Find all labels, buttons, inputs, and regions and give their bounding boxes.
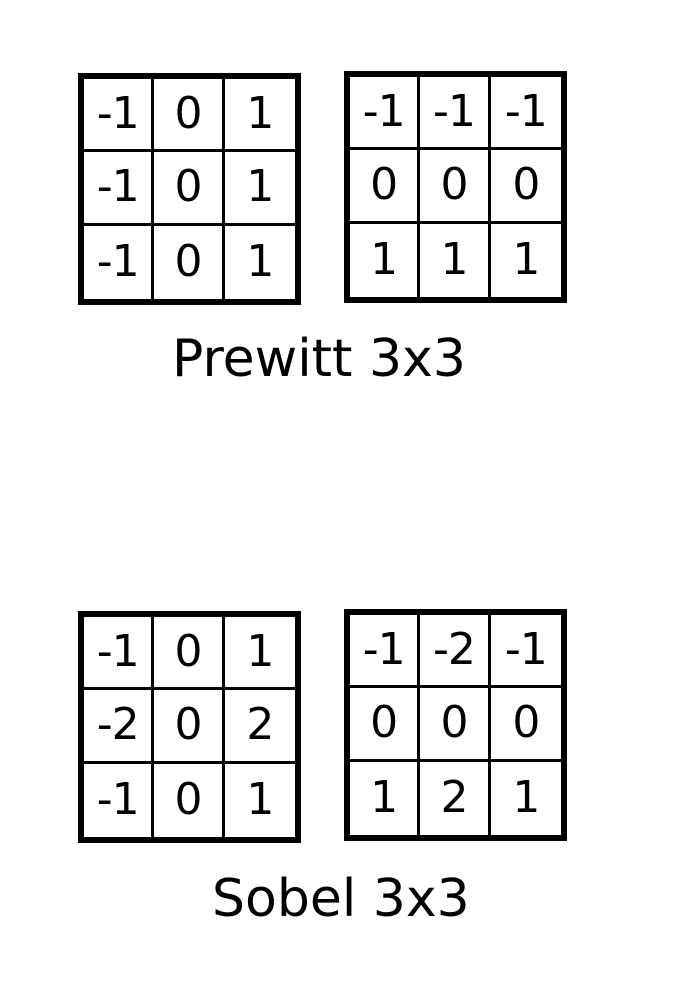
kernel-cell: 2 xyxy=(420,761,491,835)
kernel-cell: 0 xyxy=(154,79,225,153)
kernel-cell: -1 xyxy=(350,615,421,689)
kernel-cell: 1 xyxy=(512,234,540,286)
sobel-kernel-y: -1 -2 -1 0 0 0 1 2 1 xyxy=(344,609,567,841)
kernel-cell: 1 xyxy=(350,761,421,835)
kernel-cell: 0 xyxy=(154,690,225,764)
kernel-cell: 1 xyxy=(350,223,421,297)
kernel-cell: 0 xyxy=(350,150,421,224)
kernel-cell: 0 xyxy=(490,150,561,224)
kernel-cell: 0 xyxy=(490,688,561,762)
kernel-cell: -2 xyxy=(84,690,155,764)
kernel-cell: 2 xyxy=(224,690,295,764)
kernel-cell: -1 xyxy=(420,77,491,151)
kernel-cell: -1 xyxy=(350,77,421,151)
kernel-cell: 0 xyxy=(154,225,225,299)
kernel-cell: 0 xyxy=(420,688,491,762)
kernel-cell: -1 xyxy=(84,617,155,691)
kernel-cell: 1 xyxy=(224,79,295,153)
kernel-cell: -1 xyxy=(84,79,155,153)
sobel-caption: Sobel 3x3 xyxy=(212,869,470,929)
kernel-cell: 0 xyxy=(154,617,225,691)
kernel-cell: 0 xyxy=(350,688,421,762)
kernel-cell: -1 xyxy=(84,225,155,299)
kernel-cell: -1 xyxy=(490,77,561,151)
kernel-cell: 0 xyxy=(154,763,225,837)
kernel-cell: 1 xyxy=(512,772,540,824)
kernel-cell: 0 xyxy=(154,152,225,226)
prewitt-kernel-y: -1 -1 -1 0 0 0 1 1 1 xyxy=(344,71,567,303)
prewitt-kernel-x: -1 0 1 -1 0 1 -1 0 1 xyxy=(78,73,301,305)
kernel-cell: 1 xyxy=(420,223,491,297)
kernel-cell: 1 xyxy=(246,774,274,826)
sobel-kernel-x: -1 0 1 -2 0 2 -1 0 1 xyxy=(78,611,301,843)
kernel-cell: -1 xyxy=(490,615,561,689)
kernel-cell: -1 xyxy=(84,152,155,226)
kernel-cell: 1 xyxy=(246,236,274,288)
kernel-cell: -2 xyxy=(420,615,491,689)
kernel-cell: 1 xyxy=(224,617,295,691)
kernel-cell: 1 xyxy=(224,152,295,226)
prewitt-caption: Prewitt 3x3 xyxy=(172,329,466,389)
kernel-cell: -1 xyxy=(84,763,155,837)
kernel-cell: 0 xyxy=(420,150,491,224)
